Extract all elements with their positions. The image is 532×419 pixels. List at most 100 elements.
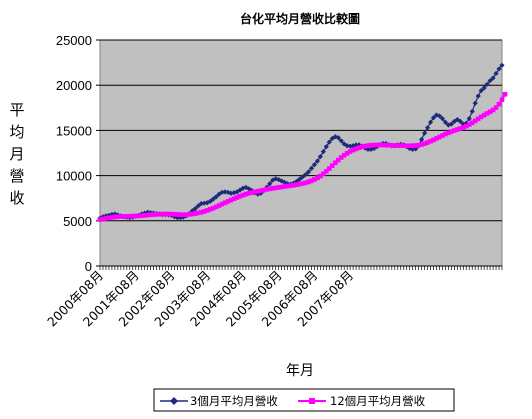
plot-area <box>99 39 503 267</box>
data-point-series-2 <box>187 212 192 217</box>
y-tick-label: 20000 <box>56 78 92 93</box>
data-point-series-2 <box>130 213 136 219</box>
data-point-series-2 <box>502 91 508 97</box>
data-point-series-2 <box>163 211 168 217</box>
data-point-series-1 <box>457 118 463 124</box>
data-point-series-2 <box>413 143 418 148</box>
data-point-series-1 <box>344 143 350 149</box>
data-point-series-2 <box>160 211 165 217</box>
chart-title: 台化平均月營收比較圖 <box>240 11 360 26</box>
data-point-series-2 <box>139 213 144 218</box>
data-point-series-2 <box>404 143 410 149</box>
data-point-series-2 <box>321 171 326 177</box>
data-point-series-1 <box>493 70 499 77</box>
y-axis-ticks: 0 5000 10000 15000 20000 25000 <box>56 33 502 274</box>
data-point-series-2 <box>288 183 293 188</box>
data-point-series-2 <box>487 109 493 115</box>
data-point-series-2 <box>458 126 463 131</box>
data-point-series-2 <box>428 138 433 144</box>
data-point-series-2 <box>267 186 273 192</box>
data-point-series-1 <box>421 130 428 136</box>
data-point-series-2 <box>145 212 150 218</box>
data-point-series-2 <box>347 149 353 154</box>
data-point-series-1 <box>469 108 475 115</box>
data-point-series-2 <box>103 216 109 221</box>
data-point-series-2 <box>446 130 451 136</box>
data-point-series-2 <box>443 131 448 137</box>
data-point-series-2 <box>148 212 153 218</box>
data-point-series-2 <box>118 214 124 219</box>
data-point-series-2 <box>490 107 496 113</box>
data-point-series-2 <box>392 143 398 148</box>
data-point-series-2 <box>303 180 308 186</box>
data-point-series-1 <box>299 174 306 180</box>
data-point-series-1 <box>207 198 213 204</box>
data-point-series-1 <box>451 118 457 124</box>
data-point-series-2 <box>157 211 162 217</box>
data-point-series-2 <box>350 147 356 153</box>
data-point-series-2 <box>329 163 335 168</box>
data-point-series-1 <box>490 75 496 81</box>
data-point-series-2 <box>234 195 240 200</box>
data-point-series-2 <box>312 177 317 182</box>
data-point-series-1 <box>341 141 347 147</box>
data-point-series-2 <box>252 189 258 195</box>
data-point-series-2 <box>389 143 395 148</box>
data-point-series-2 <box>425 140 430 145</box>
data-point-series-1 <box>347 143 353 149</box>
data-point-series-2 <box>258 188 264 193</box>
data-point-series-1 <box>496 66 502 72</box>
data-point-series-2 <box>231 196 237 202</box>
data-point-series-2 <box>276 185 281 190</box>
data-point-series-2 <box>434 136 439 141</box>
data-point-series-1 <box>499 62 505 68</box>
data-point-series-2 <box>324 168 329 174</box>
data-point-series-1 <box>424 125 431 131</box>
data-point-series-2 <box>216 203 222 208</box>
data-point-series-2 <box>419 142 424 147</box>
data-point-series-2 <box>261 187 267 193</box>
data-point-series-1 <box>481 85 487 91</box>
data-point-series-2 <box>481 112 487 118</box>
data-point-series-2 <box>398 143 404 148</box>
data-point-series-2 <box>136 213 142 219</box>
data-point-series-2 <box>279 184 284 190</box>
data-point-series-2 <box>362 143 368 149</box>
data-point-series-2 <box>401 143 407 148</box>
data-point-series-1 <box>466 116 472 122</box>
data-point-series-2 <box>356 145 362 151</box>
data-point-series-2 <box>407 143 412 149</box>
data-point-series-2 <box>249 190 255 195</box>
data-point-series-1 <box>267 181 273 187</box>
data-point-series-2 <box>166 211 171 217</box>
x-axis-label: 年月 <box>286 363 314 379</box>
data-point-series-2 <box>463 123 469 129</box>
data-point-series-1 <box>353 142 359 148</box>
data-point-series-2 <box>359 144 365 150</box>
data-point-series-2 <box>282 184 287 189</box>
data-point-series-2 <box>273 185 278 191</box>
data-point-series-2 <box>109 215 115 220</box>
data-point-series-2 <box>478 114 484 120</box>
data-point-series-1 <box>475 93 481 99</box>
data-point-series-2 <box>210 205 216 211</box>
data-point-series-2 <box>97 217 103 222</box>
data-point-series-2 <box>154 212 159 217</box>
data-point-series-1 <box>413 146 419 152</box>
data-point-series-2 <box>499 97 505 102</box>
data-point-series-2 <box>496 101 502 107</box>
data-point-series-1 <box>314 158 320 164</box>
data-point-series-2 <box>255 188 261 194</box>
data-point-series-1 <box>311 162 317 168</box>
data-point-series-2 <box>315 175 320 181</box>
data-point-series-2 <box>219 201 225 207</box>
data-point-series-2 <box>386 142 392 148</box>
data-point-series-1 <box>317 154 323 160</box>
data-point-series-1 <box>472 100 478 106</box>
data-point-series-2 <box>222 200 228 206</box>
data-point-series-2 <box>469 120 475 126</box>
y-tick-label: 15000 <box>56 123 92 138</box>
legend-label-series-2: 12個月平均月營收 <box>330 394 426 408</box>
data-point-series-1 <box>419 136 425 143</box>
